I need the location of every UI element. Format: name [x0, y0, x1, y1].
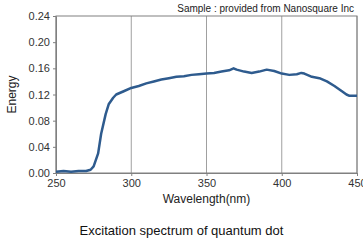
- x-tick: 400: [273, 173, 291, 189]
- x-tick: 350: [198, 173, 216, 189]
- chart: 2503003504004500.000.040.080.120.160.200…: [0, 0, 363, 249]
- plot: 2503003504004500.000.040.080.120.160.200…: [29, 10, 363, 189]
- y-axis-title: Energy: [5, 75, 19, 113]
- x-tick: 300: [123, 173, 141, 189]
- y-tick-label: 0.20: [29, 36, 50, 48]
- x-tick-mark: [282, 173, 283, 176]
- title: Excitation spectrum of quantum dot: [80, 223, 284, 238]
- x-tick-label: 350: [198, 177, 216, 189]
- y-axis: 0.00 0.04 0.08 0.12 0.16 0.20 0.24: [29, 10, 57, 179]
- x-tick: 250: [47, 173, 65, 189]
- marks: [56, 68, 357, 171]
- y-tick-mark: [53, 173, 56, 174]
- y-tick-label: 0.08: [29, 115, 50, 127]
- grid-line: [131, 16, 132, 173]
- y-tick-mark: [53, 16, 56, 17]
- y-tick-label: 0.04: [29, 141, 50, 153]
- y-tick-mark: [53, 42, 56, 43]
- y-tick: 0.20: [29, 36, 56, 48]
- y-tick: 0.08: [29, 115, 56, 127]
- y-tick: 0.16: [29, 62, 56, 74]
- y-tick: 0.24: [29, 10, 56, 22]
- x-tick-label: 450: [348, 177, 363, 189]
- x-tick-label: 300: [123, 177, 141, 189]
- annotation: Sample : provided from Nanosquare Inc: [177, 3, 354, 14]
- grid-line: [281, 16, 282, 173]
- y-axis-line: [56, 17, 57, 174]
- x-tick-mark: [207, 173, 208, 176]
- y-tick-mark: [53, 95, 56, 96]
- spectrum-line: [56, 68, 357, 171]
- y-tick-label: 0.12: [29, 89, 50, 101]
- x-tick-mark: [131, 173, 132, 176]
- y-tick-label: 0.00: [29, 167, 50, 179]
- x-tick-label: 250: [47, 177, 65, 189]
- y-tick-label: 0.24: [29, 10, 50, 22]
- plot-frame: [56, 16, 357, 173]
- y-tick: 0.00: [29, 167, 56, 179]
- x-tick-label: 400: [273, 177, 291, 189]
- grid: [56, 16, 357, 173]
- y-tick-mark: [53, 147, 56, 148]
- y-tick-mark: [53, 121, 56, 122]
- y-tick-mark: [53, 68, 56, 69]
- x-tick: 450: [348, 173, 363, 189]
- y-tick: 0.04: [29, 141, 56, 153]
- x-tick-mark: [357, 173, 358, 176]
- y-tick: 0.12: [29, 89, 56, 101]
- y-tick-label: 0.16: [29, 62, 50, 74]
- x-axis-title: Wavelength(nm): [163, 192, 251, 206]
- x-axis: 250 300 350 400 450: [47, 173, 363, 189]
- grid-line: [206, 16, 207, 173]
